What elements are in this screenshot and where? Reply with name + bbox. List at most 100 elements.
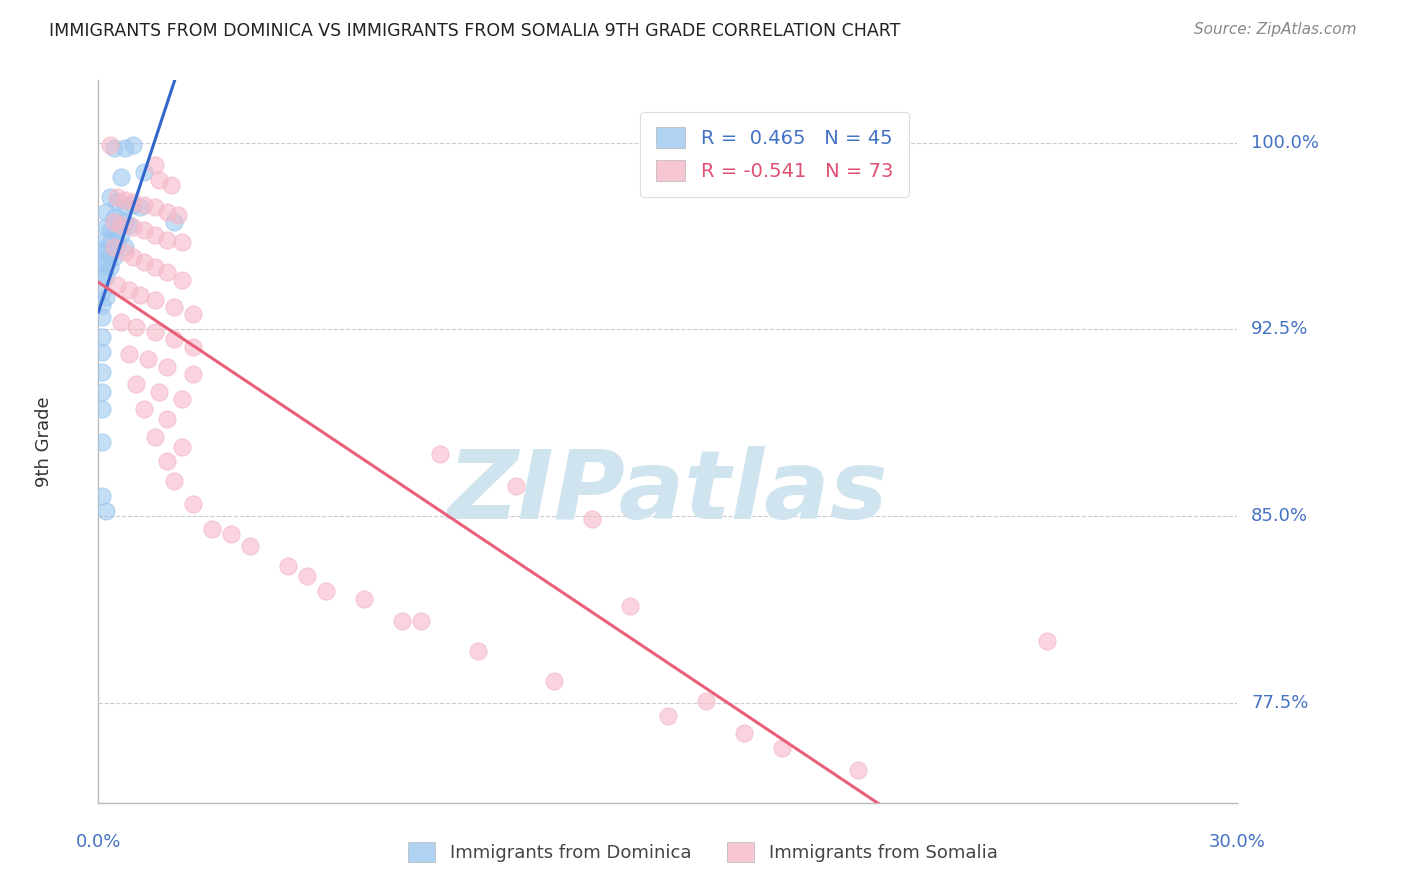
Point: [170, 440, 193, 454]
Point: [132, 402, 155, 417]
Point: [183, 340, 205, 354]
Point: [114, 140, 136, 154]
Point: [94, 290, 117, 304]
Point: [91, 434, 114, 449]
Point: [132, 255, 155, 269]
Point: [103, 225, 125, 239]
Point: [94, 245, 117, 260]
Point: [170, 235, 193, 250]
Point: [91, 268, 114, 282]
Text: 92.5%: 92.5%: [1251, 320, 1309, 338]
Point: [98, 190, 121, 204]
Point: [110, 227, 132, 242]
Point: [114, 240, 136, 254]
Point: [94, 205, 117, 219]
Text: 9th Grade: 9th Grade: [35, 396, 53, 487]
Point: [98, 223, 121, 237]
Point: [110, 212, 132, 227]
Point: [125, 377, 148, 392]
Point: [91, 365, 114, 379]
Point: [94, 258, 117, 272]
Point: [156, 359, 179, 374]
Text: 30.0%: 30.0%: [1209, 833, 1265, 851]
Point: [505, 479, 527, 493]
Point: [148, 384, 170, 399]
Point: [467, 644, 489, 658]
Point: [91, 243, 114, 257]
Point: [118, 218, 141, 232]
Point: [391, 614, 413, 628]
Point: [98, 260, 121, 274]
Point: [353, 591, 375, 606]
Point: [411, 614, 433, 628]
Point: [297, 569, 319, 583]
Legend: R =  0.465   N = 45, R = -0.541   N = 73: R = 0.465 N = 45, R = -0.541 N = 73: [641, 112, 908, 197]
Point: [121, 220, 143, 235]
Point: [1036, 633, 1059, 648]
Point: [94, 220, 117, 235]
Point: [156, 412, 179, 426]
Point: [277, 559, 299, 574]
Legend: Immigrants from Dominica, Immigrants from Somalia: Immigrants from Dominica, Immigrants fro…: [401, 835, 1005, 870]
Point: [145, 325, 167, 339]
Point: [315, 584, 337, 599]
Point: [94, 270, 117, 285]
Point: [543, 673, 565, 688]
Point: [159, 178, 181, 192]
Point: [91, 489, 114, 503]
Point: [145, 260, 167, 274]
Point: [619, 599, 641, 613]
Point: [156, 233, 179, 247]
Point: [98, 248, 121, 262]
Point: [114, 198, 136, 212]
Point: [91, 310, 114, 324]
Point: [107, 237, 129, 252]
Point: [183, 368, 205, 382]
Text: Source: ZipAtlas.com: Source: ZipAtlas.com: [1194, 22, 1357, 37]
Text: 85.0%: 85.0%: [1251, 508, 1308, 525]
Point: [98, 235, 121, 250]
Point: [114, 193, 136, 207]
Point: [163, 300, 186, 314]
Point: [114, 215, 136, 229]
Point: [148, 173, 170, 187]
Point: [118, 347, 141, 361]
Point: [156, 454, 179, 468]
Point: [163, 215, 186, 229]
Point: [110, 315, 132, 329]
Point: [91, 255, 114, 269]
Point: [145, 293, 167, 307]
Text: 0.0%: 0.0%: [76, 833, 121, 851]
Point: [107, 277, 129, 292]
Point: [183, 308, 205, 322]
Point: [170, 272, 193, 286]
Point: [136, 352, 159, 367]
Point: [183, 497, 205, 511]
Point: [221, 526, 243, 541]
Point: [156, 205, 179, 219]
Point: [733, 726, 755, 740]
Point: [103, 211, 125, 225]
Point: [581, 512, 603, 526]
Point: [103, 215, 125, 229]
Text: ZIPatlas: ZIPatlas: [447, 446, 889, 539]
Point: [110, 170, 132, 185]
Point: [770, 741, 793, 756]
Point: [132, 223, 155, 237]
Point: [118, 283, 141, 297]
Point: [121, 198, 143, 212]
Text: 77.5%: 77.5%: [1251, 694, 1309, 712]
Point: [145, 227, 167, 242]
Point: [121, 250, 143, 264]
Point: [132, 198, 155, 212]
Point: [103, 240, 125, 254]
Point: [103, 250, 125, 264]
Point: [695, 693, 717, 707]
Point: [107, 190, 129, 204]
Point: [145, 429, 167, 443]
Point: [163, 332, 186, 346]
Text: 100.0%: 100.0%: [1251, 134, 1319, 152]
Point: [98, 138, 121, 153]
Point: [114, 245, 136, 260]
Point: [170, 392, 193, 407]
